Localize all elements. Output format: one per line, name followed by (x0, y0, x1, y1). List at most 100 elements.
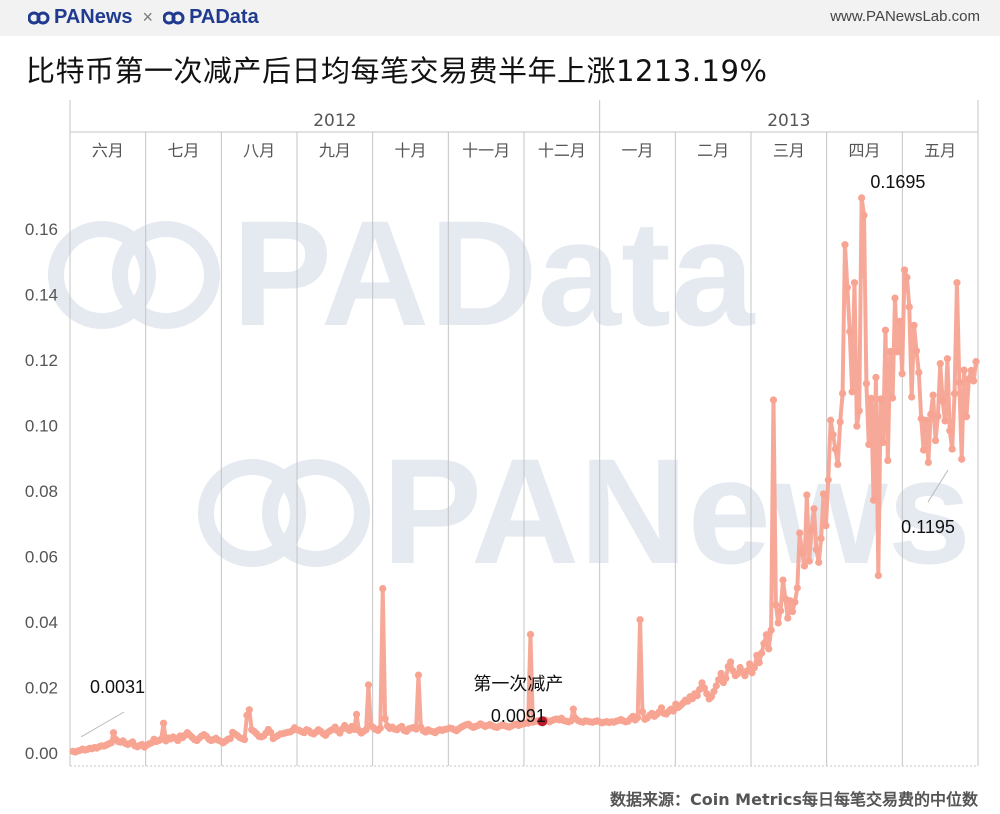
data-point (915, 368, 923, 377)
data-point (936, 360, 944, 368)
data-point (865, 440, 873, 449)
data-point (634, 714, 642, 722)
y-tick-label: 0.12 (25, 351, 58, 370)
data-point (836, 418, 844, 426)
watermark-padata: PAData (232, 189, 756, 357)
data-point (762, 631, 770, 639)
data-point (815, 558, 823, 566)
data-point (843, 284, 851, 292)
data-point (886, 347, 894, 356)
month-label: 九月 (319, 141, 351, 160)
data-point (860, 211, 868, 219)
data-point (939, 397, 947, 405)
data-point (893, 348, 901, 356)
data-point (829, 431, 837, 439)
watermark-layer: PAData PANews (48, 189, 971, 595)
data-point (805, 557, 813, 565)
data-point (948, 445, 956, 453)
data-point (881, 326, 890, 334)
data-point (526, 630, 535, 639)
data-point (919, 446, 928, 454)
data-point (364, 681, 373, 689)
panews-logo-icon (28, 11, 50, 24)
data-point (970, 377, 978, 385)
data-point (822, 522, 830, 530)
data-point (760, 640, 768, 648)
data-point (700, 684, 708, 692)
data-point (869, 496, 878, 504)
month-label: 四月 (848, 141, 880, 160)
data-point (788, 607, 797, 616)
data-point (267, 728, 275, 736)
data-point (819, 490, 828, 498)
data-point (941, 417, 949, 425)
chart-series (69, 194, 980, 756)
data-point (858, 194, 866, 202)
data-point (245, 706, 253, 714)
data-point (841, 241, 849, 249)
y-tick-label: 0.02 (25, 679, 58, 698)
data-point (855, 407, 863, 415)
data-point (874, 571, 882, 580)
data-point (884, 456, 892, 465)
annotation-start-value: 0.0031 (90, 677, 145, 697)
annotation-end-value: 0.1195 (901, 517, 955, 537)
data-point (838, 389, 847, 398)
data-point (800, 562, 809, 570)
data-point (791, 598, 799, 606)
data-point (569, 705, 577, 713)
data-point (717, 669, 725, 678)
data-point (896, 317, 904, 325)
data-point (931, 436, 940, 445)
year-label: 2012 (313, 111, 356, 131)
chart-axes: 2012 2013 六月 七月 八月 九月 十月 十一月 十二月 一月 二月 三月 四月 五月 0.00 0.… (25, 111, 956, 763)
chart-title: 比特币第一次减产后日均每笔交易费半年上涨1213.19% (26, 54, 768, 88)
data-point (796, 529, 804, 537)
data-point (414, 671, 423, 679)
data-point (831, 445, 840, 453)
y-tick-label: 0.16 (25, 220, 58, 239)
data-point (946, 427, 954, 435)
month-label: 二月 (697, 141, 729, 160)
data-point (757, 649, 766, 657)
month-label: 八月 (243, 141, 275, 160)
data-point (927, 410, 935, 418)
data-point (846, 327, 854, 336)
annotation-halving-value: 0.0091 (491, 706, 546, 726)
month-label: 七月 (167, 141, 199, 160)
data-point (808, 526, 816, 534)
annotation-leader-line (80, 711, 125, 738)
data-point (958, 455, 966, 463)
data-point (934, 412, 942, 420)
month-label: 六月 (92, 141, 124, 160)
data-point (877, 395, 885, 403)
chart-grid (69, 100, 979, 767)
data-point (726, 658, 735, 666)
data-point (109, 729, 118, 737)
data-point (636, 616, 644, 624)
month-label: 五月 (924, 141, 956, 160)
watermark-logo-icon (48, 221, 220, 329)
annotation-leader-line (927, 469, 949, 503)
data-point (722, 674, 730, 682)
month-label: 十月 (394, 141, 426, 160)
data-point (777, 607, 785, 615)
data-point (159, 719, 168, 727)
data-point (850, 279, 859, 287)
data-point (955, 378, 963, 386)
data-point (862, 379, 871, 388)
data-point (898, 370, 906, 378)
data-point (750, 663, 759, 672)
watermark-logo-icon (198, 459, 370, 567)
data-point (812, 546, 820, 554)
data-point (362, 726, 370, 734)
data-point (240, 735, 249, 744)
website-link[interactable]: www.PANewsLab.com (830, 8, 980, 25)
padata-logo-icon (163, 11, 185, 24)
data-point (243, 711, 251, 719)
data-point (908, 393, 916, 401)
data-point (379, 585, 387, 593)
data-point (827, 416, 835, 424)
brand-separator: × (142, 7, 154, 27)
data-point (943, 355, 952, 363)
